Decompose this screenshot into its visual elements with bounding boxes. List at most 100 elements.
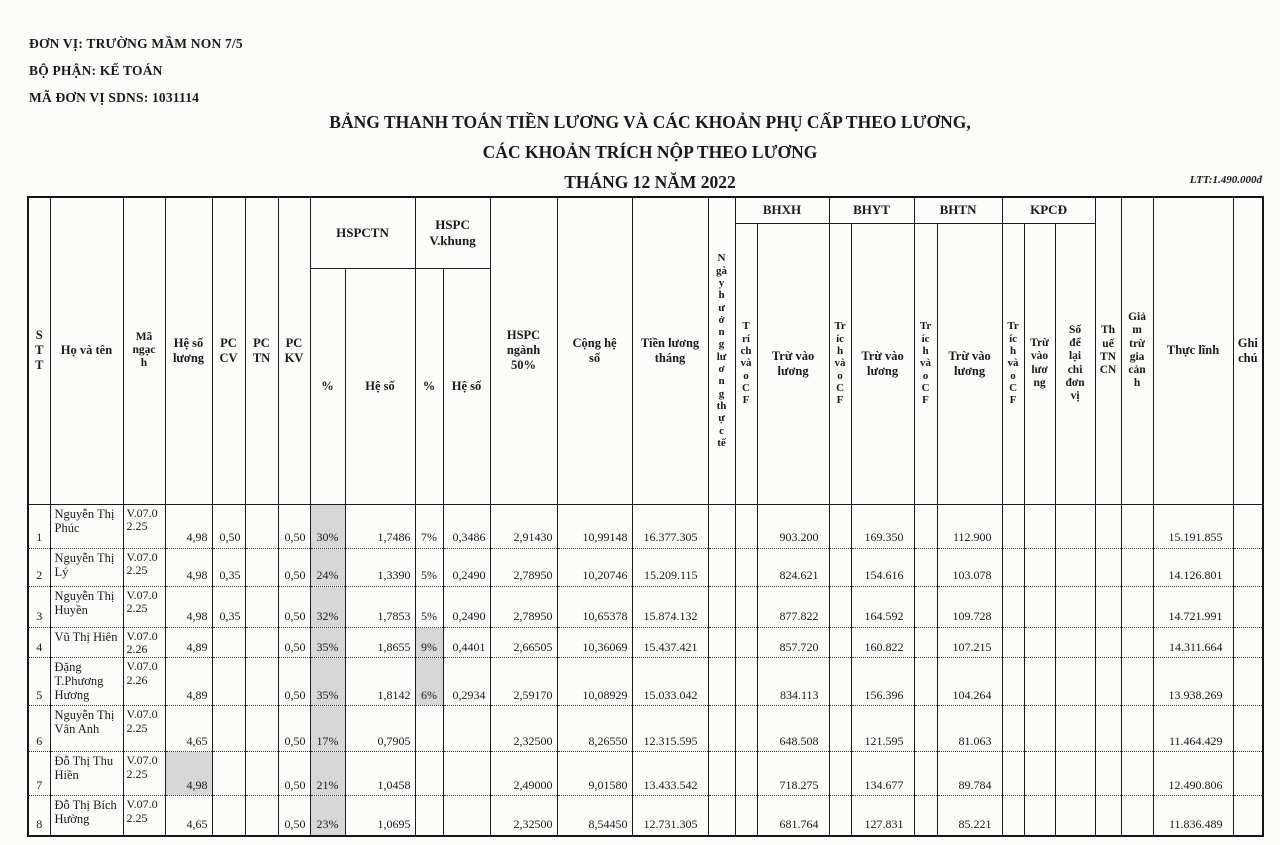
col-header-pc-tn: PC TN (244, 196, 279, 505)
cell-name: Đỗ Thị Thu Hiền (49, 751, 124, 797)
cell-pctn_hs: 1,0695 (344, 795, 416, 837)
cell-vk_hs: 0,4401 (442, 627, 491, 659)
cell-ngach: V.07.0 2.25 (122, 705, 166, 753)
cell-kpcd_cf (1001, 586, 1025, 628)
department-line: BỘ PHẬN: KẾ TOÁN (29, 63, 163, 78)
cell-pctn_pct: 21% (309, 751, 346, 797)
cell-bhyt_cf (828, 705, 852, 753)
cell-kpcd_cf (1001, 548, 1025, 587)
cell-vk_hs (442, 705, 491, 753)
cell-ngay (707, 627, 736, 659)
cell-vk_hs (442, 751, 491, 797)
cell-bhxh_tru: 857.720 (756, 627, 830, 659)
cell-tienluong: 12.315.595 (631, 705, 709, 753)
table-row: 5 Đặng T.Phương Hương V.07.0 2.26 4,89 0,50 3… (27, 657, 1264, 707)
cell-bhyt_cf (828, 504, 852, 549)
cell-pccv: 0,35 (211, 548, 246, 587)
cell-hsl: 4,89 (164, 627, 213, 659)
cell-vk_hs: 0,3486 (442, 504, 491, 549)
cell-cong: 10,65378 (556, 586, 633, 628)
cell-tienluong: 15.874.132 (631, 586, 709, 628)
cell-ghichu (1232, 751, 1264, 797)
cell-bhtn_tru: 85.221 (936, 795, 1003, 837)
cell-name: Đặng T.Phương Hương (49, 657, 124, 707)
col-header-name: Họ và tên (49, 196, 124, 505)
document-header-block: ĐƠN VỊ: TRƯỜNG MẦM NON 7/5 BỘ PHẬN: KẾ T… (29, 30, 243, 111)
cell-pctn_hs: 1,3390 (344, 548, 416, 587)
cell-giamtru (1120, 548, 1154, 587)
col-header-stt: S T T (27, 196, 51, 505)
cell-pctn_hs: 1,7486 (344, 504, 416, 549)
cell-pccv (211, 795, 246, 837)
cell-hsl: 4,98 (164, 504, 213, 549)
cell-stt: 7 (27, 751, 51, 797)
cell-pckv: 0,50 (277, 586, 311, 628)
cell-sodelai (1054, 586, 1096, 628)
group-header-bhxh: BHXH (734, 196, 830, 224)
cell-bhtn_tru: 103.078 (936, 548, 1003, 587)
cell-name: Nguyễn Thị Huyền (49, 586, 124, 628)
cell-bhtn_cf (913, 627, 938, 659)
cell-kpcd_tru (1023, 627, 1056, 659)
cell-pctn_hs: 1,8655 (344, 627, 416, 659)
cell-bhtn_cf (913, 548, 938, 587)
col-header-ghi-chu: Ghi chú (1232, 196, 1264, 505)
col-header-bhyt-trich: Tr íc h và o C F (828, 222, 852, 505)
cell-thue (1094, 657, 1122, 707)
cell-kpcd_tru (1023, 705, 1056, 753)
cell-vk_pct: 5% (414, 548, 444, 587)
cell-bhxh_cf (734, 627, 758, 659)
col-header-hspc-nganh: HSPC ngành 50% (489, 196, 558, 505)
cell-bhtn_cf (913, 504, 938, 549)
cell-vk_pct: 7% (414, 504, 444, 549)
cell-vk_pct: 5% (414, 586, 444, 628)
cell-name: Vũ Thị Hiên (49, 627, 124, 659)
table-header: S T T Họ và tên Mã ngạc h Hệ số lương PC… (27, 196, 1264, 505)
cell-hsl: 4,65 (164, 795, 213, 837)
cell-nganh: 2,78950 (489, 586, 558, 628)
cell-ghichu (1232, 627, 1264, 659)
cell-tienluong: 15.209.115 (631, 548, 709, 587)
cell-cong: 10,08929 (556, 657, 633, 707)
cell-kpcd_tru (1023, 751, 1056, 797)
col-header-bhtn-tru: Trừ vào lương (936, 222, 1003, 505)
cell-vk_pct: 9% (414, 627, 444, 659)
col-header-kpcd-tru: Trừ vào lươ ng (1023, 222, 1056, 505)
cell-thuclinh: 11.464.429 (1152, 705, 1234, 753)
cell-bhxh_tru: 718.275 (756, 751, 830, 797)
cell-ngach: V.07.0 2.25 (122, 795, 166, 837)
cell-pckv: 0,50 (277, 657, 311, 707)
cell-thuclinh: 14.721.991 (1152, 586, 1234, 628)
minimum-wage-note: LTT:1.490.000đ (1189, 174, 1262, 186)
cell-nganh: 2,59170 (489, 657, 558, 707)
cell-pckv: 0,50 (277, 627, 311, 659)
cell-pccv: 0,35 (211, 586, 246, 628)
cell-bhxh_cf (734, 586, 758, 628)
col-header-pc-kv: PC KV (277, 196, 311, 505)
cell-hsl: 4,65 (164, 705, 213, 753)
group-header-kpcd: KPCĐ (1001, 196, 1096, 224)
cell-kpcd_tru (1023, 657, 1056, 707)
cell-ngay (707, 657, 736, 707)
cell-stt: 5 (27, 657, 51, 707)
cell-nganh: 2,32500 (489, 705, 558, 753)
cell-tienluong: 12.731.305 (631, 795, 709, 837)
cell-bhxh_cf (734, 705, 758, 753)
cell-name: Nguyễn Thị Vân Anh (49, 705, 124, 753)
cell-giamtru (1120, 705, 1154, 753)
cell-bhtn_tru: 109.728 (936, 586, 1003, 628)
cell-hsl: 4,98 (164, 586, 213, 628)
cell-bhyt_cf (828, 751, 852, 797)
cell-kpcd_cf (1001, 751, 1025, 797)
cell-thuclinh: 13.938.269 (1152, 657, 1234, 707)
cell-bhyt_cf (828, 548, 852, 587)
cell-kpcd_cf (1001, 705, 1025, 753)
col-header-ma-ngach: Mã ngạc h (122, 196, 166, 505)
cell-ngay (707, 705, 736, 753)
cell-bhxh_tru: 648.508 (756, 705, 830, 753)
cell-nganh: 2,78950 (489, 548, 558, 587)
cell-giamtru (1120, 751, 1154, 797)
col-header-bhyt-tru: Trừ vào lương (850, 222, 915, 505)
cell-pctn (244, 705, 279, 753)
cell-thue (1094, 751, 1122, 797)
